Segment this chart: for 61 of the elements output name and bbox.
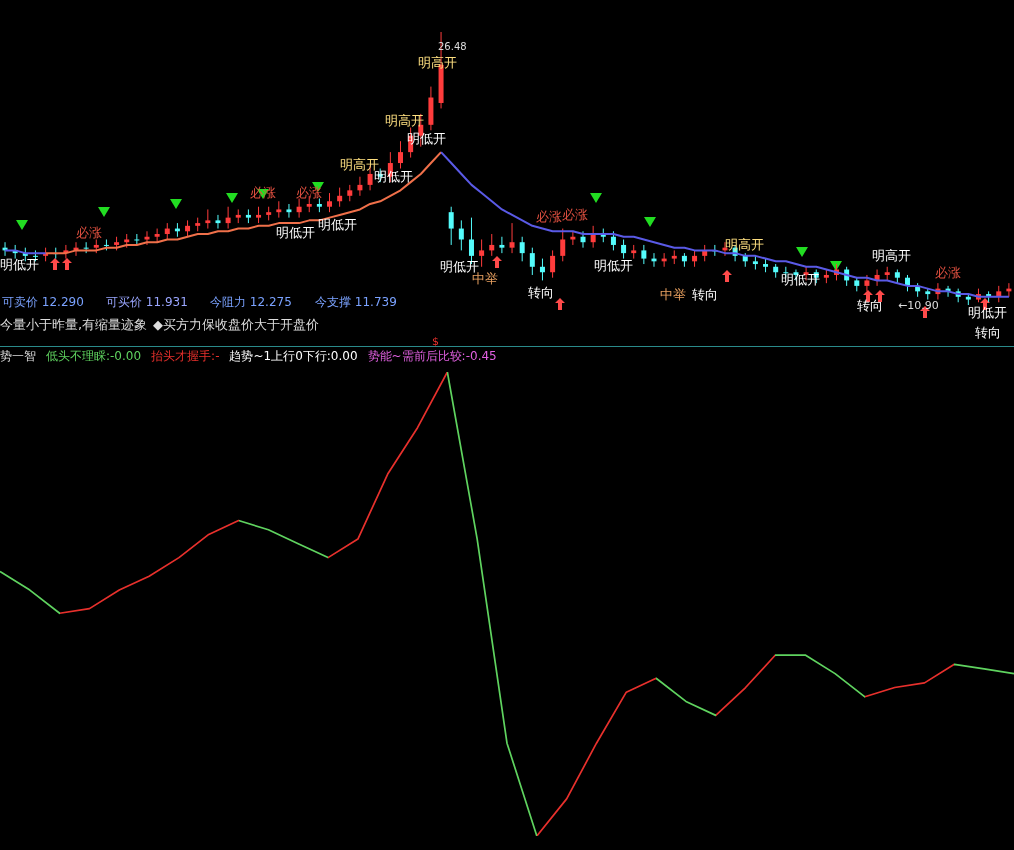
- annotation: 必涨: [536, 209, 562, 224]
- candlestick: [489, 233, 495, 257]
- text: 势一智: [0, 349, 36, 363]
- candlestick: [529, 247, 535, 276]
- annotation: 明高开: [340, 157, 379, 172]
- annotation: 转向: [692, 287, 718, 302]
- annotation: 明低开: [318, 217, 357, 232]
- annotation: 明低开: [781, 272, 820, 287]
- candlestick: [337, 187, 343, 208]
- candlestick: [519, 236, 525, 262]
- annotation: 明低开: [440, 259, 479, 274]
- candlestick: [499, 236, 505, 254]
- candlestick: [550, 249, 556, 279]
- candlestick: [539, 258, 545, 281]
- candlestick: [327, 192, 333, 213]
- candlestick: [398, 140, 403, 169]
- text: 低头不理睬:-0.00: [46, 349, 142, 363]
- annotation: 明高开: [418, 55, 457, 70]
- annotation: 转向: [528, 285, 554, 300]
- candlestick: [205, 208, 211, 230]
- candlestick: [225, 206, 231, 230]
- annotation: ←10.90: [898, 299, 939, 312]
- annotation: 明低开: [594, 258, 633, 273]
- text: 抬头才握手:-: [151, 349, 220, 363]
- annotation: 必涨: [76, 225, 102, 240]
- annotation: 中举: [660, 287, 686, 302]
- annotation: 明低开: [968, 305, 1007, 320]
- annotation: 中举: [472, 271, 498, 286]
- annotation: 可买价 11.931: [106, 295, 188, 309]
- candlestick: [509, 222, 515, 254]
- annotation: 今阻力 12.275: [210, 295, 292, 309]
- candlestick: [560, 228, 566, 262]
- candlestick: [357, 176, 363, 197]
- candlestick: [134, 233, 140, 246]
- annotation: 明高开: [725, 237, 764, 252]
- candlestick: [296, 198, 302, 219]
- annotation: 今支撑 11.739: [315, 295, 397, 309]
- candlestick: [621, 238, 627, 260]
- annotation: 必涨: [562, 207, 588, 222]
- text: ◆买方力保收盘价大于开盘价: [153, 317, 319, 332]
- candlestick: [458, 219, 464, 251]
- candlestick: [580, 230, 586, 249]
- annotation: 明低开: [0, 257, 39, 272]
- candlestick: [641, 244, 647, 265]
- annotation: 必涨: [296, 185, 322, 200]
- text: 势能~需前后比较:-0.45: [367, 349, 497, 363]
- text: $: [432, 335, 439, 348]
- text: 今量小于昨量,有缩量迹象: [0, 317, 148, 332]
- candlestick: [215, 214, 221, 230]
- candlestick: [479, 238, 485, 268]
- annotation: 明低开: [276, 225, 315, 240]
- text: 转向: [975, 325, 1001, 340]
- text: 趋势~1上行0下行:0.00: [229, 349, 358, 363]
- annotation: 可卖价 12.290: [2, 295, 84, 309]
- candlestick: [448, 206, 454, 246]
- annotation: 明高开: [872, 248, 911, 263]
- candlestick: [286, 203, 292, 219]
- annotation: 必涨: [935, 265, 961, 280]
- candlestick: [610, 230, 616, 251]
- candlestick: [154, 228, 160, 243]
- annotation: 转向: [857, 298, 883, 313]
